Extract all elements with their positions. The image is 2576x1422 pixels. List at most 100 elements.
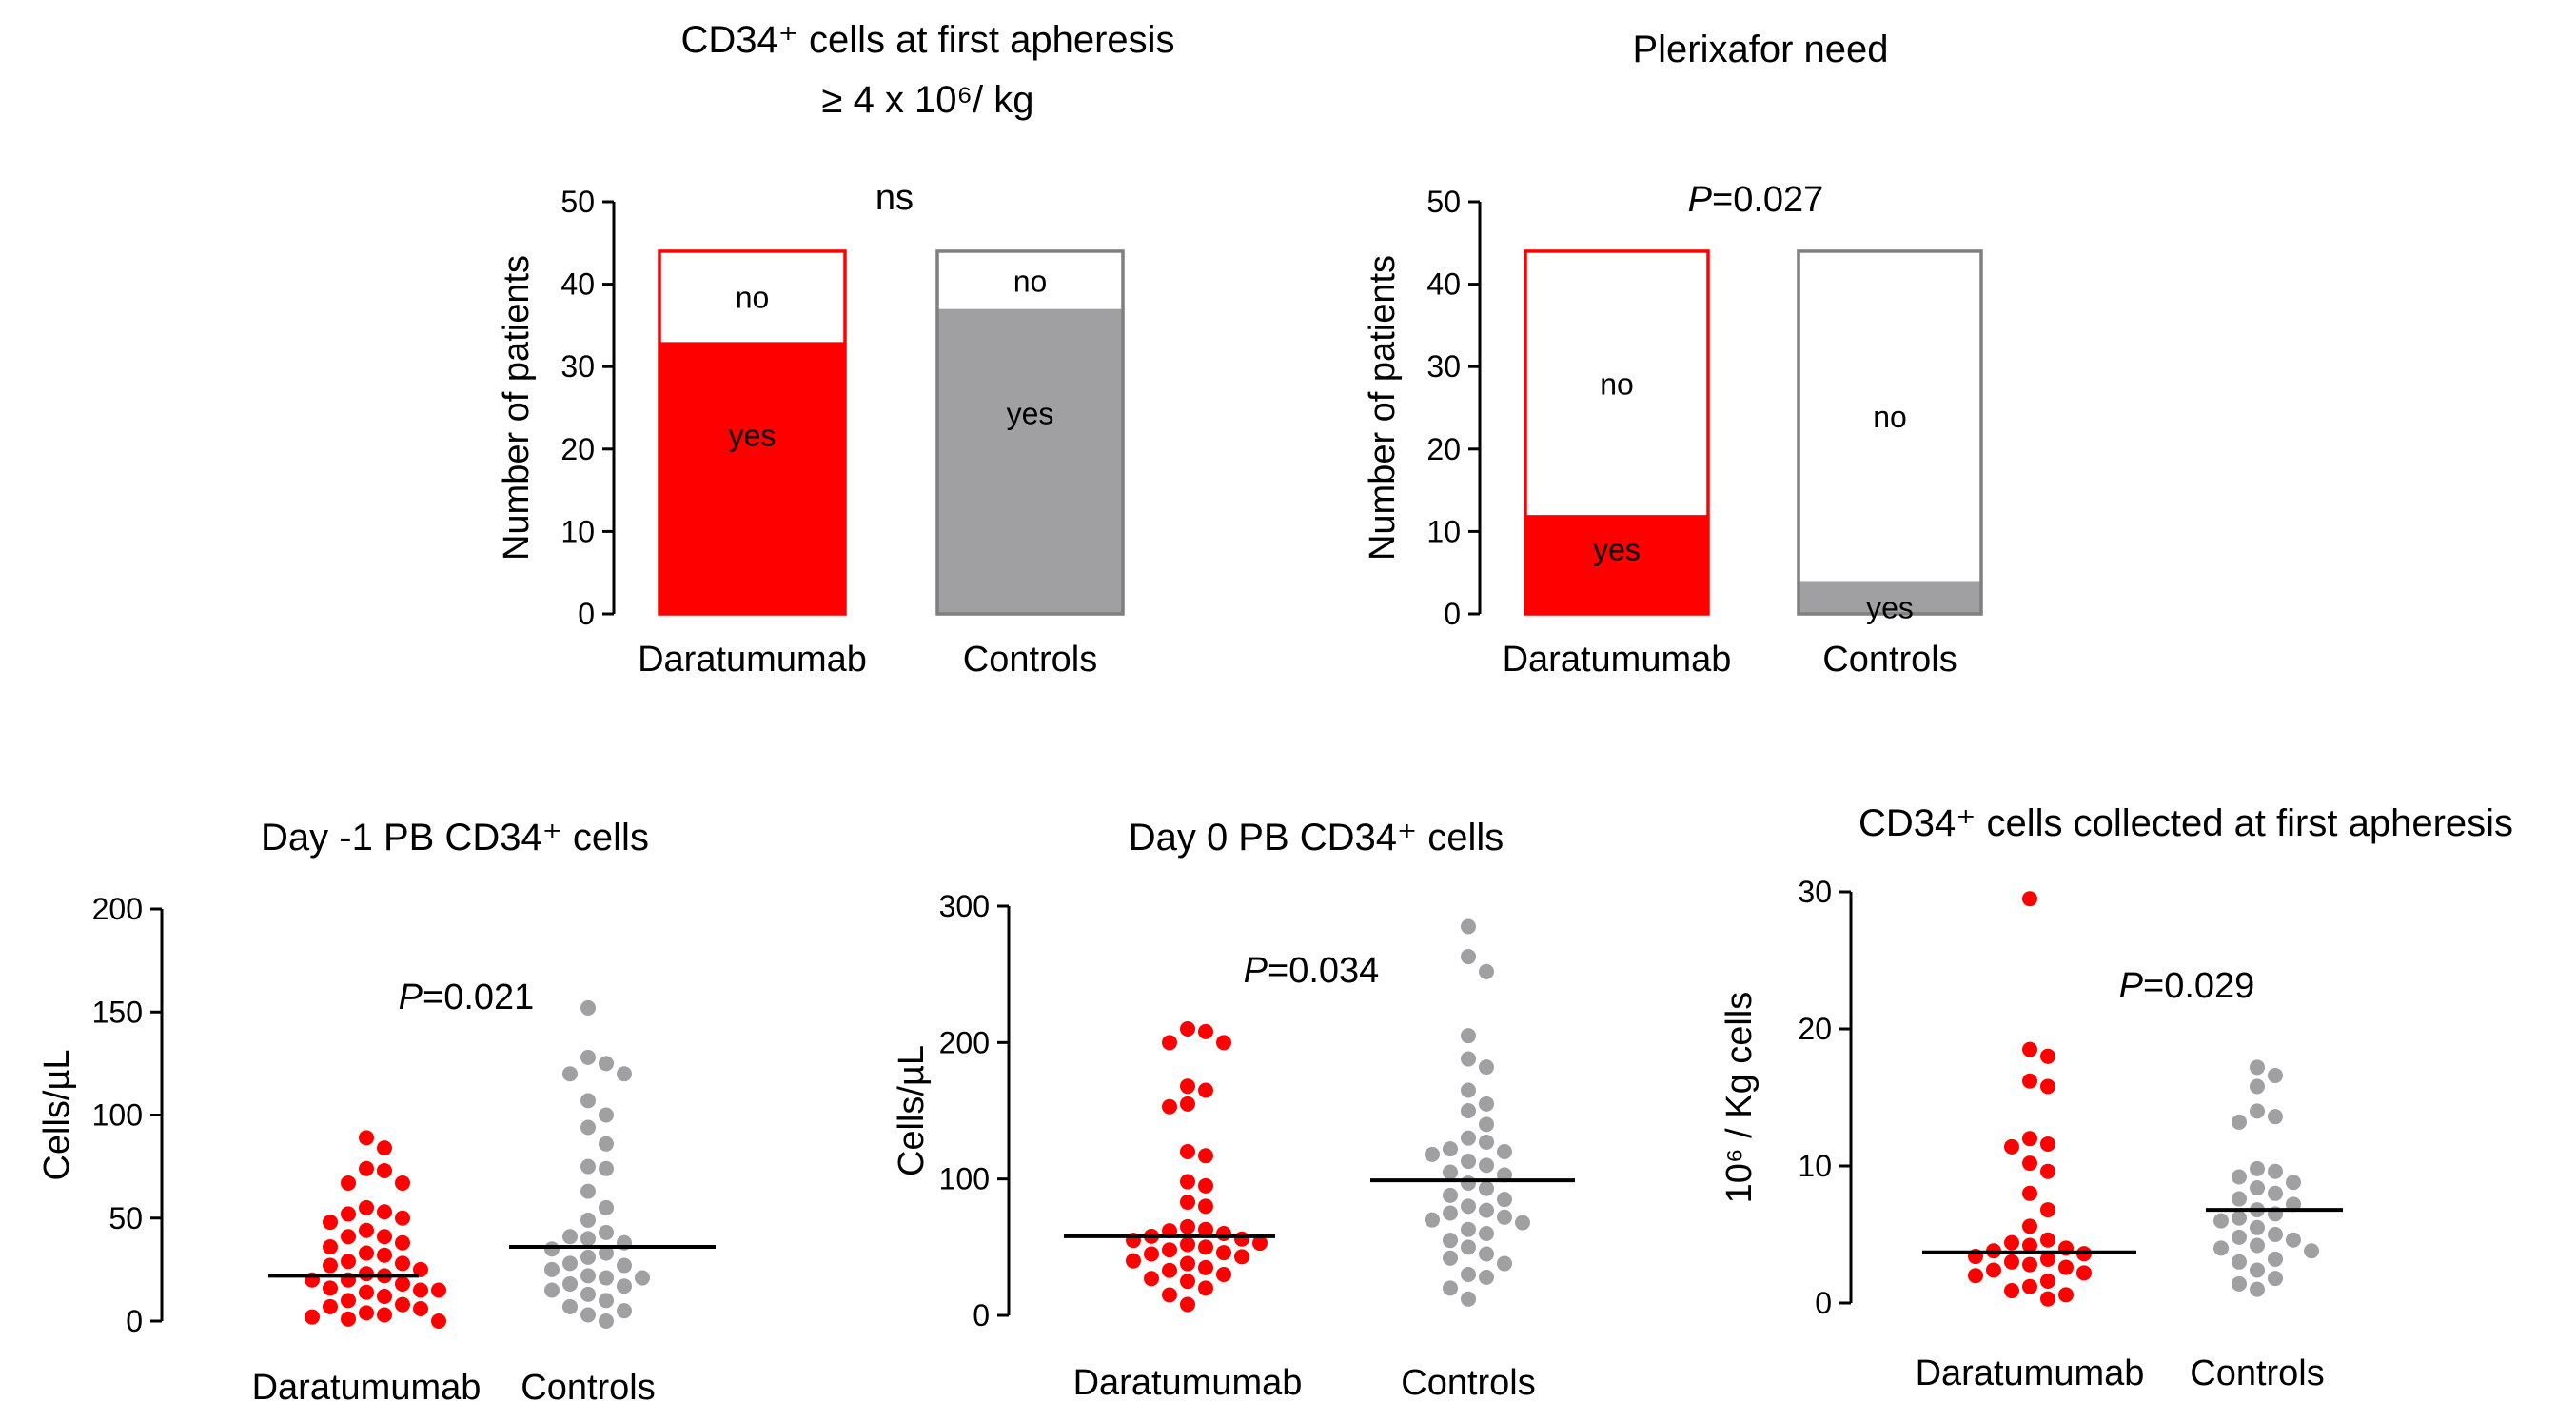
data-point: [341, 1229, 356, 1245]
category-label: Controls: [1401, 1363, 1536, 1403]
y-axis-label: Number of patients: [497, 255, 537, 561]
data-point: [1461, 949, 1476, 965]
data-point: [1461, 918, 1476, 935]
bar-label-yes: yes: [729, 418, 777, 452]
p-value-number: =0.029: [2143, 966, 2254, 1006]
category-label: Daratumumab: [638, 640, 867, 680]
data-point: [2040, 1163, 2055, 1179]
data-point: [1216, 1035, 1231, 1051]
bar-outline: [1524, 249, 1710, 616]
data-point: [1461, 1103, 1476, 1118]
data-point: [1461, 1221, 1476, 1237]
data-point: [1216, 1267, 1231, 1282]
data-point: [1198, 1148, 1213, 1164]
data-point: [599, 1107, 614, 1123]
data-point: [2004, 1138, 2019, 1155]
data-point: [599, 1224, 614, 1240]
p-value-symbol: P: [1244, 951, 1268, 991]
y-axis-label: Cells/µL: [892, 1045, 932, 1176]
data-point: [2022, 1131, 2037, 1147]
data-point: [2250, 1059, 2265, 1076]
data-point: [2250, 1078, 2265, 1095]
data-point: [580, 1212, 596, 1228]
data-point: [395, 1255, 410, 1272]
data-point: [1162, 1098, 1177, 1115]
data-point: [1443, 1164, 1458, 1180]
data-point: [2004, 1283, 2019, 1299]
data-point: [1216, 1245, 1231, 1261]
data-point: [1180, 1236, 1195, 1253]
data-point: [2232, 1275, 2247, 1292]
bar-label-yes: yes: [1007, 397, 1054, 431]
data-point: [395, 1276, 410, 1293]
y-tick-label: 10: [560, 514, 595, 548]
data-point: [2040, 1291, 2055, 1307]
data-point: [580, 1158, 596, 1175]
chart-day0-pb: Day 0 PB CD34⁺ cells 0 100 200 300 Cells/µL Da…: [892, 817, 1575, 1403]
data-point: [413, 1301, 428, 1317]
data-point: [323, 1298, 338, 1314]
data-point: [1144, 1246, 1159, 1262]
data-point: [2286, 1175, 2301, 1191]
data-point: [1425, 1146, 1440, 1162]
data-point: [2213, 1213, 2229, 1229]
chart-title: Day 0 PB CD34⁺ cells: [1129, 817, 1504, 859]
data-point: [599, 1245, 614, 1261]
y-tick-label: 0: [126, 1304, 143, 1338]
data-point: [2040, 1202, 2055, 1218]
data-point: [1425, 1212, 1440, 1228]
data-point: [1461, 1082, 1476, 1098]
data-point: [2022, 1155, 2037, 1172]
y-tick-label: 200: [92, 892, 143, 926]
data-point: [431, 1282, 446, 1298]
data-point: [2250, 1103, 2265, 1119]
data-point: [562, 1298, 578, 1314]
data-point: [1198, 1198, 1213, 1215]
data-point: [2232, 1229, 2247, 1245]
bar-label-yes: yes: [1593, 532, 1641, 566]
data-point: [1986, 1262, 2001, 1278]
data-point: [2058, 1287, 2074, 1303]
data-point: [2232, 1114, 2247, 1130]
data-point: [1180, 1274, 1195, 1290]
data-point: [341, 1175, 356, 1191]
p-value: P=0.021: [399, 978, 535, 1017]
data-point: [1180, 1255, 1195, 1272]
data-point: [413, 1282, 428, 1298]
p-value-symbol: P: [1688, 180, 1713, 220]
data-point: [1198, 1023, 1213, 1039]
bar-segment-yes: [1525, 515, 1708, 614]
data-point: [580, 1249, 596, 1265]
data-point: [341, 1293, 356, 1309]
data-point: [395, 1296, 410, 1313]
category-label: Controls: [521, 1368, 656, 1408]
data-point: [323, 1239, 338, 1255]
data-point: [1461, 1175, 1476, 1191]
data-point: [1461, 1267, 1476, 1282]
data-point: [323, 1215, 338, 1231]
data-point: [2250, 1219, 2265, 1235]
category-label: Controls: [2190, 1353, 2325, 1393]
bar-label-no: no: [1600, 367, 1634, 402]
data-point: [1479, 1096, 1494, 1112]
data-point: [2268, 1067, 2283, 1083]
data-point: [1180, 1096, 1195, 1112]
data-point: [1443, 1205, 1458, 1221]
bar-label-no: no: [1013, 264, 1048, 298]
data-point: [2040, 1273, 2055, 1289]
bar-segment-no: [937, 250, 1123, 309]
category-label: Controls: [1822, 640, 1957, 680]
category-label: Daratumumab: [252, 1368, 482, 1408]
y-tick-label: 20: [560, 432, 595, 466]
data-point: [2232, 1254, 2247, 1270]
data-point: [377, 1247, 392, 1263]
data-point: [2040, 1251, 2055, 1267]
category-label: Daratumumab: [1916, 1353, 2145, 1393]
data-point: [1461, 1130, 1476, 1146]
data-point: [635, 1270, 650, 1286]
data-point: [377, 1289, 392, 1305]
y-tick-label: 10: [1798, 1149, 1832, 1183]
data-point: [599, 1160, 614, 1176]
data-point: [2022, 1073, 2037, 1089]
